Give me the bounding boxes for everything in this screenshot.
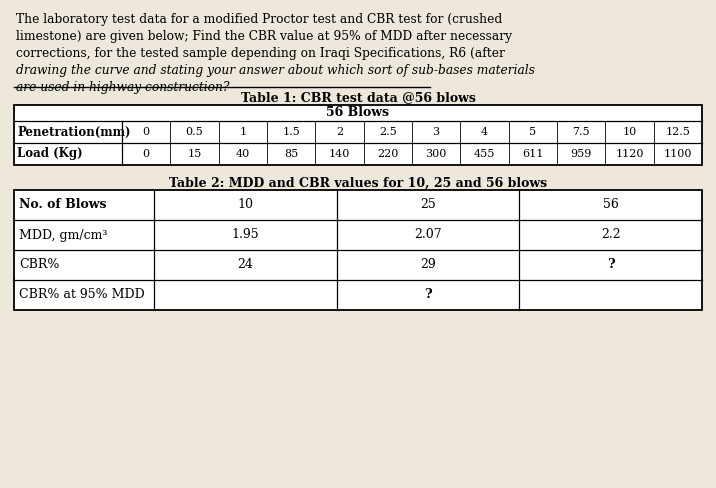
Text: 85: 85 — [284, 149, 299, 159]
Text: 300: 300 — [425, 149, 447, 159]
Bar — [14, 190, 702, 310]
Text: 611: 611 — [522, 149, 543, 159]
Text: Table 2: MDD and CBR values for 10, 25 and 56 blows: Table 2: MDD and CBR values for 10, 25 a… — [169, 177, 547, 190]
Text: 1.95: 1.95 — [231, 228, 259, 242]
Text: 12.5: 12.5 — [665, 127, 690, 137]
Bar — [14, 105, 702, 165]
Text: 3: 3 — [432, 127, 440, 137]
Text: 56 Blows: 56 Blows — [326, 106, 390, 120]
Text: Table 1: CBR test data @56 blows: Table 1: CBR test data @56 blows — [241, 91, 475, 104]
Text: ?: ? — [424, 288, 432, 302]
Text: limestone) are given below; Find the CBR value at 95% of MDD after necessary: limestone) are given below; Find the CBR… — [16, 30, 512, 43]
Text: ?: ? — [606, 259, 614, 271]
Text: 2.2: 2.2 — [601, 228, 621, 242]
Text: Load (Kg): Load (Kg) — [17, 147, 82, 161]
Text: 40: 40 — [236, 149, 250, 159]
Text: 4: 4 — [481, 127, 488, 137]
Text: 0: 0 — [142, 149, 150, 159]
Text: No. of Blows: No. of Blows — [19, 199, 107, 211]
Text: corrections, for the tested sample depending on Iraqi Specifications, R6 (after: corrections, for the tested sample depen… — [16, 47, 505, 60]
Text: 2.5: 2.5 — [379, 127, 397, 137]
Text: 7.5: 7.5 — [572, 127, 590, 137]
Text: 1120: 1120 — [615, 149, 644, 159]
Text: 959: 959 — [571, 149, 592, 159]
Text: drawing the curve and stating your answer about which sort of sub-bases material: drawing the curve and stating your answe… — [16, 64, 535, 77]
Text: 56: 56 — [603, 199, 619, 211]
Text: CBR%: CBR% — [19, 259, 59, 271]
Text: 1.5: 1.5 — [282, 127, 300, 137]
Text: CBR% at 95% MDD: CBR% at 95% MDD — [19, 288, 145, 302]
Text: 25: 25 — [420, 199, 436, 211]
Text: 5: 5 — [529, 127, 536, 137]
Text: The laboratory test data for a modified Proctor test and CBR test for (crushed: The laboratory test data for a modified … — [16, 13, 502, 26]
Text: 1: 1 — [239, 127, 246, 137]
Text: MDD, gm/cm³: MDD, gm/cm³ — [19, 228, 107, 242]
Text: 1100: 1100 — [664, 149, 692, 159]
Text: 0.5: 0.5 — [185, 127, 203, 137]
Text: 29: 29 — [420, 259, 436, 271]
Text: 10: 10 — [237, 199, 253, 211]
Text: 15: 15 — [188, 149, 202, 159]
Text: 0: 0 — [142, 127, 150, 137]
Text: 10: 10 — [622, 127, 637, 137]
Text: Penetration(mm): Penetration(mm) — [17, 125, 130, 139]
Text: 220: 220 — [377, 149, 399, 159]
Text: 2: 2 — [336, 127, 343, 137]
Text: 455: 455 — [474, 149, 495, 159]
Text: 24: 24 — [238, 259, 253, 271]
Text: 140: 140 — [329, 149, 350, 159]
Text: are used in highway construction?: are used in highway construction? — [16, 81, 230, 94]
Text: 2.07: 2.07 — [414, 228, 442, 242]
